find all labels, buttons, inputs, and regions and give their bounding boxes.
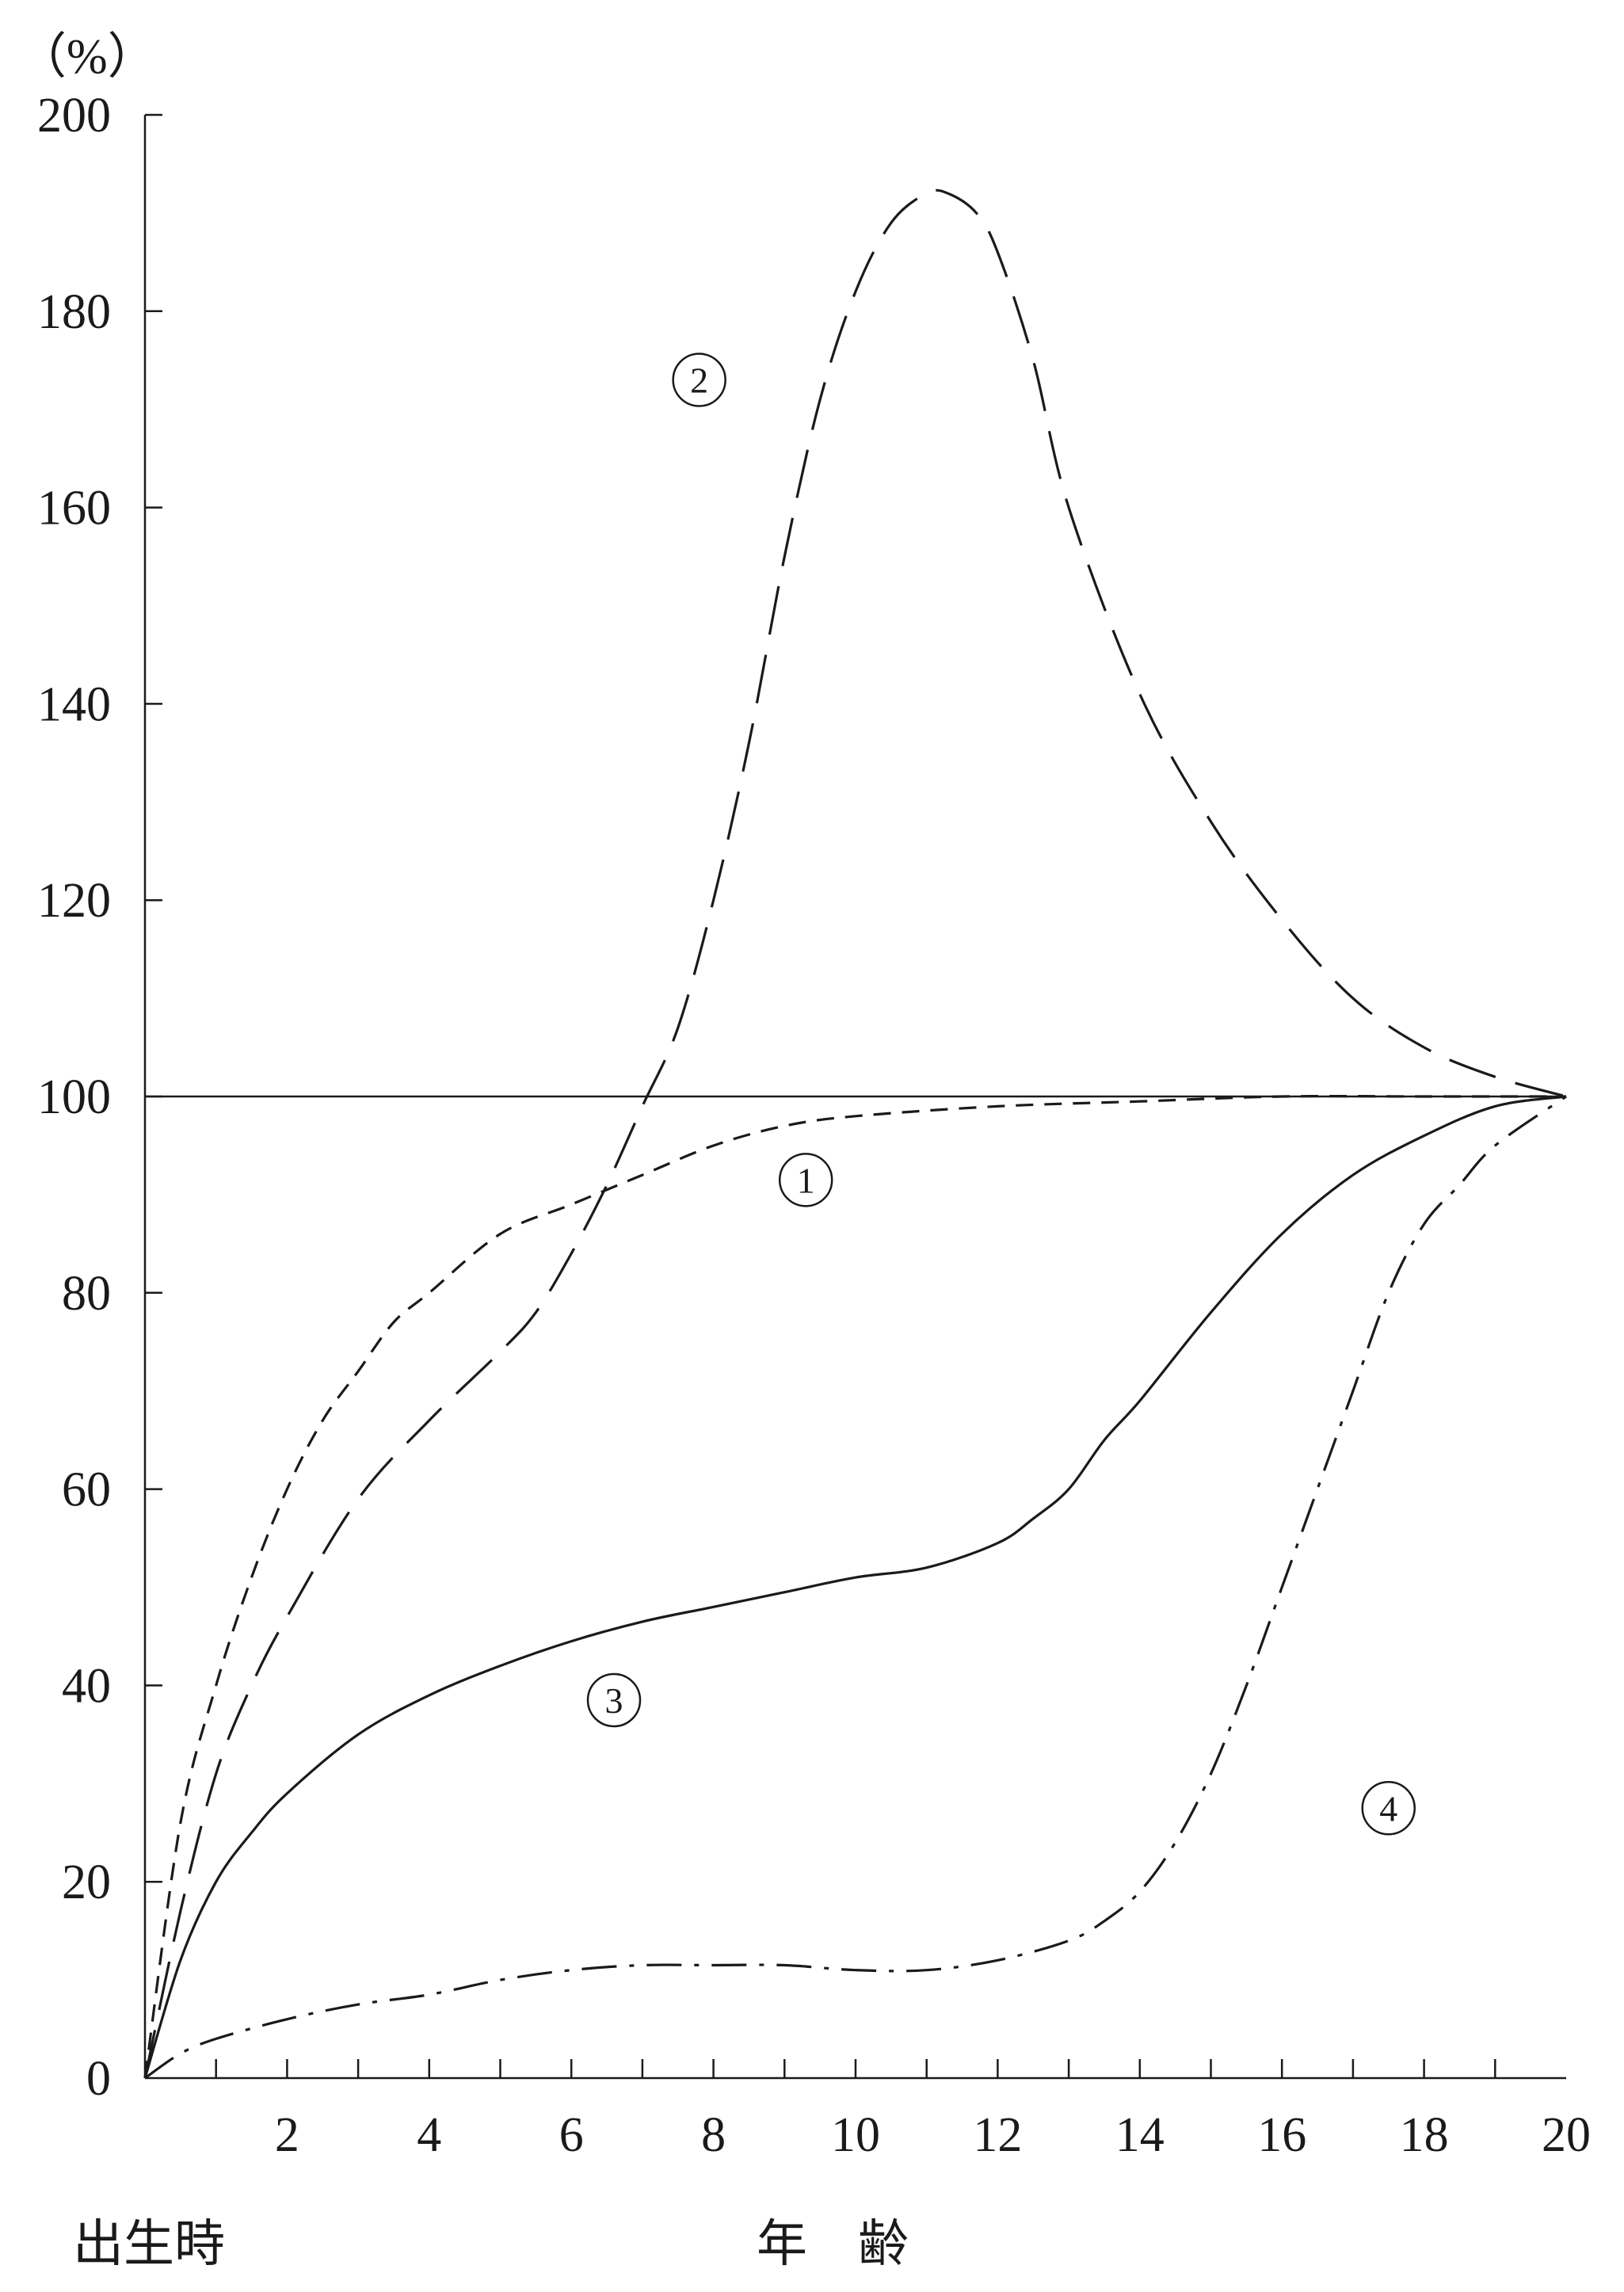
x-tick-label: 4 bbox=[417, 2108, 441, 2162]
y-tick-label: 200 bbox=[37, 89, 111, 143]
x-origin-label: 出生時 bbox=[73, 2215, 225, 2274]
series-label-circle-3 bbox=[586, 1672, 642, 1728]
y-tick-label: 140 bbox=[37, 677, 111, 731]
x-tick-label: 18 bbox=[1400, 2108, 1449, 2162]
series-label-1: 1 bbox=[797, 1160, 815, 1200]
x-tick-label: 8 bbox=[701, 2108, 726, 2162]
y-tick-label: 20 bbox=[62, 1855, 111, 1909]
y-tick-label: 120 bbox=[37, 874, 111, 928]
series-label-3: 3 bbox=[605, 1680, 623, 1721]
series-label-2: 2 bbox=[690, 360, 708, 401]
y-tick-label: 160 bbox=[37, 482, 111, 536]
y-tick-label: 100 bbox=[37, 1070, 111, 1124]
series-line-1 bbox=[143, 1094, 1566, 2079]
y-tick-label: 40 bbox=[62, 1659, 111, 1713]
x-tick-label: 12 bbox=[973, 2108, 1022, 2162]
series-label-circle-1 bbox=[778, 1153, 833, 1207]
x-tick-label: 2 bbox=[275, 2108, 299, 2162]
series-line-3 bbox=[143, 1095, 1567, 2079]
labels-layer: 1 2 3 4 bbox=[586, 353, 1416, 1836]
series-label-4: 4 bbox=[1379, 1788, 1397, 1829]
x-tick-label: 20 bbox=[1542, 2108, 1591, 2162]
y-tick-label: 60 bbox=[62, 1463, 111, 1517]
series-layer bbox=[143, 189, 1567, 2080]
x-axis-label: 年 齢 bbox=[757, 2215, 909, 2274]
y-tick-label: 0 bbox=[86, 2052, 111, 2106]
x-tick-label: 14 bbox=[1115, 2108, 1165, 2162]
y-tick-label: 180 bbox=[37, 285, 111, 339]
series-label-circle-4 bbox=[1361, 1781, 1416, 1836]
series-line-4 bbox=[144, 1095, 1567, 2080]
series-line-2 bbox=[143, 189, 1567, 2079]
y-tick-label: 80 bbox=[62, 1267, 111, 1321]
x-tick-label: 6 bbox=[559, 2108, 584, 2162]
y-axis-unit-label: （%） bbox=[17, 30, 157, 84]
series-label-circle-2 bbox=[672, 353, 726, 407]
x-tick-label: 16 bbox=[1257, 2108, 1306, 2162]
x-tick-label: 10 bbox=[831, 2108, 880, 2162]
